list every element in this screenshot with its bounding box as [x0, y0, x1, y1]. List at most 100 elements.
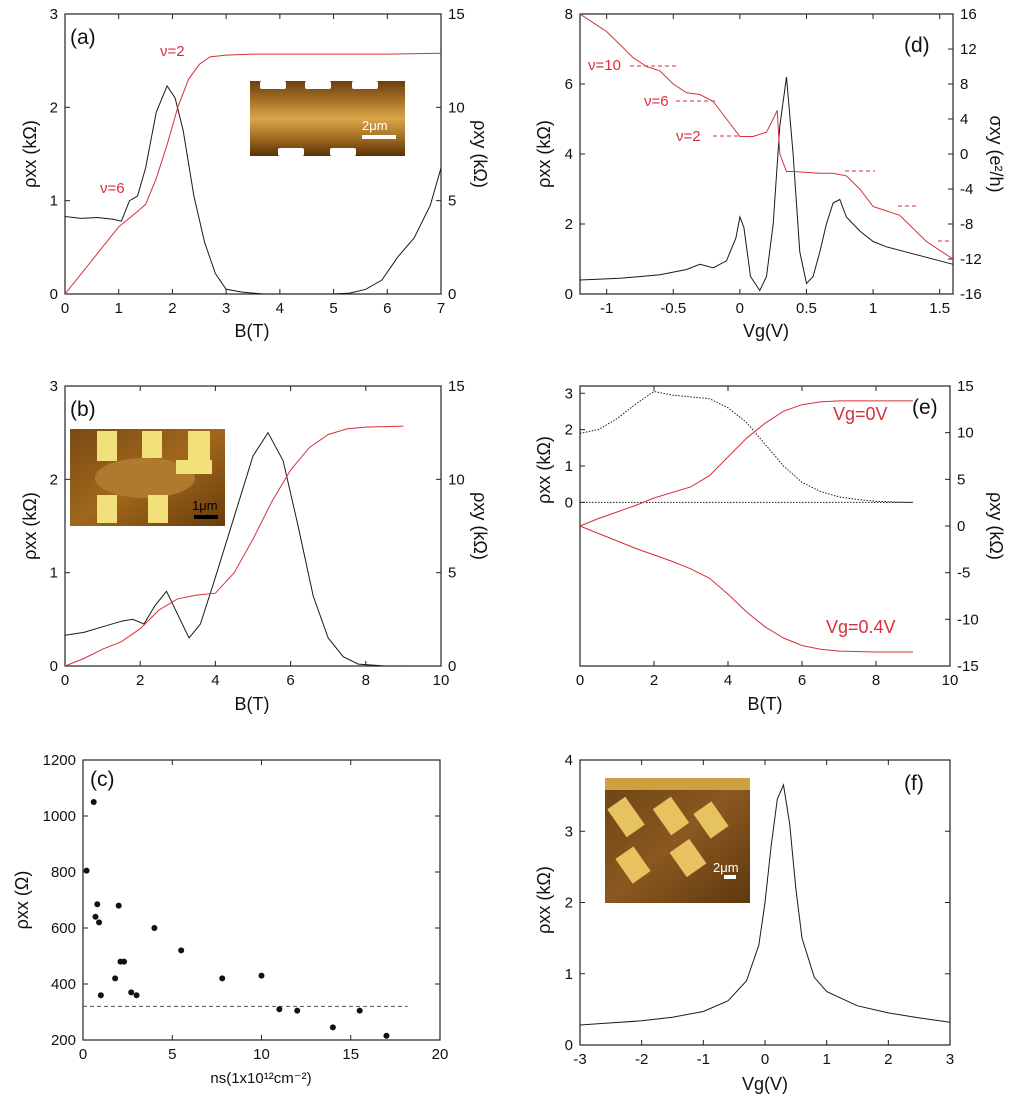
- x-tick-label: 0: [61, 300, 69, 317]
- x-tick-label: 4: [276, 300, 284, 317]
- panel-d-annotation-nu2: ν=2: [676, 128, 701, 145]
- panel-a-afm-contact: [352, 81, 378, 89]
- scatter-point: [258, 972, 265, 979]
- y-tick-label: 3: [565, 823, 573, 840]
- panel-f-y-label: ρxx (kΩ): [534, 866, 554, 934]
- panel-b-rho-xy-line: [64, 425, 404, 667]
- y2-tick-label: 10: [448, 99, 465, 116]
- y-tick-label: 3: [50, 6, 58, 23]
- panel-b-frame: [64, 385, 442, 667]
- panel-a-afm-contact: [330, 148, 356, 156]
- scatter-point: [178, 947, 185, 954]
- x-tick-label: -2: [635, 1051, 648, 1068]
- x-tick-label: 0.5: [796, 300, 817, 317]
- x-tick-label: 2: [168, 300, 176, 317]
- x-tick-label: 2: [650, 672, 658, 689]
- x-tick-label: 3: [946, 1051, 954, 1068]
- y2-tick-label: 12: [960, 41, 977, 58]
- panel-b-afm-contact: [148, 495, 168, 523]
- panel-b-y2-label: ρxy (kΩ): [470, 492, 490, 560]
- y-tick-label: 1200: [43, 752, 76, 769]
- scatter-point: [294, 1007, 301, 1014]
- y-tick-label: 2: [565, 895, 573, 912]
- panel-f-afm-contact: [615, 846, 651, 884]
- panel-f-afm-contact: [607, 796, 645, 838]
- x-tick-label: 2: [884, 1051, 892, 1068]
- panel-a-y-label: ρxx (kΩ): [20, 120, 40, 188]
- panel-e-annotation-vg04: Vg=0.4V: [826, 617, 896, 637]
- y-tick-label: 6: [565, 76, 573, 93]
- y2-tick-label: 15: [448, 6, 465, 23]
- y2-tick-label: -16: [960, 286, 982, 303]
- panel-d-frame: [579, 13, 954, 295]
- y2-tick-label: 15: [957, 378, 974, 395]
- panel-d-plateau-markers: [630, 65, 952, 242]
- y-tick-label: 1: [50, 193, 58, 210]
- x-tick-label: 1: [115, 300, 123, 317]
- y-tick-label: 2: [565, 216, 573, 233]
- panel-f-afm-contact: [652, 796, 690, 836]
- x-tick-label: 3: [222, 300, 230, 317]
- x-tick-label: 4: [724, 672, 732, 689]
- panel-e-x-label: B(T): [748, 694, 783, 714]
- panel-e-y2-label: ρxy (kΩ): [986, 492, 1006, 560]
- panel-f-afm-contact: [605, 778, 750, 790]
- panel-a-afm-contact: [305, 81, 331, 89]
- panel-e-label: (e): [912, 396, 938, 419]
- y2-tick-label: -15: [957, 658, 979, 675]
- y-tick-label: 2: [50, 99, 58, 116]
- panel-b-scale-bar: [194, 515, 218, 519]
- x-tick-label: 0: [79, 1046, 87, 1063]
- y-tick-label: 4: [565, 752, 573, 769]
- scatter-point: [115, 902, 122, 909]
- panel-e: 0 2 4 6 8 10 0 1 2 3 -15 -10 -5 0 5 10 15 (e) Vg=0V Vg=0…: [565, 378, 979, 689]
- x-tick-label: 2: [136, 672, 144, 689]
- x-tick-label: -1: [600, 300, 613, 317]
- y-tick-label: 3: [50, 378, 58, 395]
- x-tick-label: 10: [433, 672, 450, 689]
- panel-f-label: (f): [904, 772, 924, 795]
- x-tick-label: 5: [168, 1046, 176, 1063]
- panel-f-afm-inset: 2μm: [605, 778, 750, 903]
- panel-b-scale-label: 1μm: [192, 498, 218, 513]
- panel-f-afm-image: [605, 778, 750, 903]
- panel-b-afm-contact: [97, 431, 117, 461]
- panel-e-y-label: ρxx (kΩ): [534, 436, 554, 504]
- panel-b-afm-contact: [176, 460, 212, 474]
- panel-f-afm-contact: [669, 838, 707, 878]
- panel-a-afm-image: [250, 81, 405, 156]
- y2-tick-label: 8: [960, 76, 968, 93]
- panel-d-annotation-nu6: ν=6: [644, 93, 669, 110]
- panel-b-afm-flake: [95, 458, 195, 498]
- y2-tick-label: 0: [448, 286, 456, 303]
- y-tick-label: 4: [565, 146, 573, 163]
- panel-b-afm-contact: [142, 431, 162, 458]
- y2-tick-label: -8: [960, 216, 973, 233]
- scatter-point: [96, 919, 103, 926]
- y2-tick-label: 5: [448, 193, 456, 210]
- panel-f-x-label: Vg(V): [742, 1074, 788, 1094]
- scatter-point: [92, 913, 99, 920]
- y2-tick-label: -5: [957, 565, 970, 582]
- panel-a-afm-contact: [278, 148, 304, 156]
- y-tick-label: 1: [50, 565, 58, 582]
- y2-tick-label: -12: [960, 251, 982, 268]
- panel-a-x-label: B(T): [235, 321, 270, 341]
- panel-f: -3 -2 -1 0 1 2 3 0 1 2 3 4 (f) 2μm: [565, 752, 955, 1068]
- panel-c-x-label: ns(1x10¹²cm⁻²): [210, 1070, 311, 1087]
- panel-e-annotation-vg0: Vg=0V: [833, 404, 888, 424]
- y-tick-label: 1: [565, 458, 573, 475]
- x-tick-label: 0: [761, 1051, 769, 1068]
- x-tick-label: 1: [869, 300, 877, 317]
- y2-tick-label: -10: [957, 611, 979, 628]
- scatter-point: [276, 1006, 283, 1013]
- y2-tick-label: 0: [960, 146, 968, 163]
- panel-c-y-label: ρxx (Ω): [12, 871, 32, 930]
- x-tick-label: 6: [286, 672, 294, 689]
- x-tick-label: 6: [798, 672, 806, 689]
- y-tick-label: 2: [50, 471, 58, 488]
- panel-a-label: (a): [70, 26, 96, 49]
- y-tick-label: 2: [565, 422, 573, 439]
